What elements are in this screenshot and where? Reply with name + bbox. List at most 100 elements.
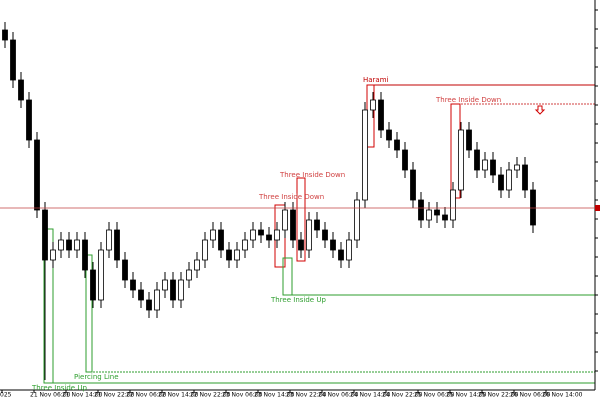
candle-body [442, 214, 448, 221]
candle-body [474, 149, 480, 171]
candle-body [522, 164, 528, 191]
candle-body [138, 289, 144, 301]
candle-body [178, 279, 184, 301]
candle-body [426, 209, 432, 221]
candle-body [122, 259, 128, 281]
pattern-label: Three Inside Up [31, 384, 87, 392]
candle-body [90, 269, 96, 301]
candle-body [410, 169, 416, 201]
x-tick-label: 25 Nov 14:00 [446, 392, 487, 399]
candle-body [370, 99, 376, 111]
x-tick-label: 24 Nov 22:00 [382, 392, 423, 399]
pattern-label: Three Inside Down [258, 193, 324, 201]
x-tick-label: 21 Nov 14:00 [62, 392, 103, 399]
candle-body [530, 189, 536, 226]
candle-body [186, 269, 192, 281]
x-tick-label: 23 Nov 22:00 [286, 392, 327, 399]
candle-body [458, 129, 464, 191]
x-tick-label: 26 Nov 06:00 [510, 392, 551, 399]
candle-body [434, 209, 440, 216]
sell-arrow [534, 105, 546, 115]
candle-body [498, 174, 504, 191]
pattern-lines [43, 84, 595, 384]
candle-body [450, 189, 456, 221]
candle-body [314, 219, 320, 231]
candle-body [386, 129, 392, 141]
candle-body [202, 239, 208, 261]
candle-body [194, 259, 200, 271]
candle-body [322, 229, 328, 241]
candle-body [130, 279, 136, 291]
candle-body [226, 249, 232, 261]
candle-body [466, 129, 472, 151]
candle-body [378, 99, 384, 131]
candle-body [290, 209, 296, 241]
candle-body [210, 229, 216, 241]
candle-body [98, 249, 104, 301]
candle-body [74, 239, 80, 251]
candle-body [282, 209, 288, 231]
x-tick-label: 21 Nov 22:00 [94, 392, 135, 399]
candle-body [10, 39, 16, 81]
x-tick-label: 23 Nov 14:00 [254, 392, 295, 399]
candle-body [250, 229, 256, 241]
candle-body [362, 109, 368, 201]
candle-body [266, 234, 272, 241]
price-marker [595, 205, 600, 211]
pattern-label: Harami [363, 76, 389, 84]
x-tick-label: 25 Nov 06:00 [414, 392, 455, 399]
candle-body [106, 229, 112, 251]
x-tick-label: 25 Nov 22:00 [478, 392, 519, 399]
candle-body [42, 209, 48, 261]
pattern-box [296, 177, 306, 262]
candle-body [514, 164, 520, 171]
candle-body [26, 99, 32, 141]
candle-body [234, 249, 240, 261]
candle-body [82, 239, 88, 271]
candle-body [146, 299, 152, 311]
candle-body [298, 239, 304, 251]
candle-body [346, 239, 352, 261]
candle-body [50, 249, 56, 261]
x-tick-label: 26 Nov 14:00 [542, 392, 583, 399]
candle-body [306, 219, 312, 251]
candle-body [2, 29, 8, 41]
pattern-label: Three Inside Up [270, 296, 326, 304]
candle-body [354, 199, 360, 241]
pattern-box [282, 257, 293, 296]
candle-body [482, 159, 488, 171]
candle-body [338, 249, 344, 261]
candle-body [34, 139, 40, 211]
x-tick-label: 23 Nov 06:00 [222, 392, 263, 399]
candle-body [258, 229, 264, 236]
candle-body [154, 289, 160, 311]
candle-body [402, 149, 408, 171]
candle-body [394, 139, 400, 151]
pattern-label: Three Inside Down [435, 96, 501, 104]
candle-body [490, 159, 496, 176]
pattern-box [85, 254, 93, 373]
candle-body [274, 229, 280, 241]
candle-body [218, 229, 224, 251]
candle-body [114, 229, 120, 261]
x-tick-label: 22 Nov 14:00 [158, 392, 199, 399]
candle-body [58, 239, 64, 251]
candle-body [18, 79, 24, 101]
candle-body [66, 239, 72, 251]
candle-body [242, 239, 248, 251]
candle-body [162, 279, 168, 291]
x-tick-label: 24 Nov 06:00 [318, 392, 359, 399]
x-tick-label: 24 Nov 14:00 [350, 392, 391, 399]
candle-body [418, 199, 424, 221]
x-tick-label: 22 Nov 06:00 [126, 392, 167, 399]
x-tick-label: 025 [0, 392, 12, 399]
candle-body [170, 279, 176, 301]
pattern-label: Piercing Line [74, 373, 119, 381]
x-tick-label: 21 Nov 06:00 [30, 392, 71, 399]
pattern-box [43, 228, 54, 384]
x-tick-label: 22 Nov 22:00 [190, 392, 231, 399]
candle-body [506, 169, 512, 191]
pattern-label: Three Inside Down [279, 171, 345, 179]
candle-body [330, 239, 336, 251]
